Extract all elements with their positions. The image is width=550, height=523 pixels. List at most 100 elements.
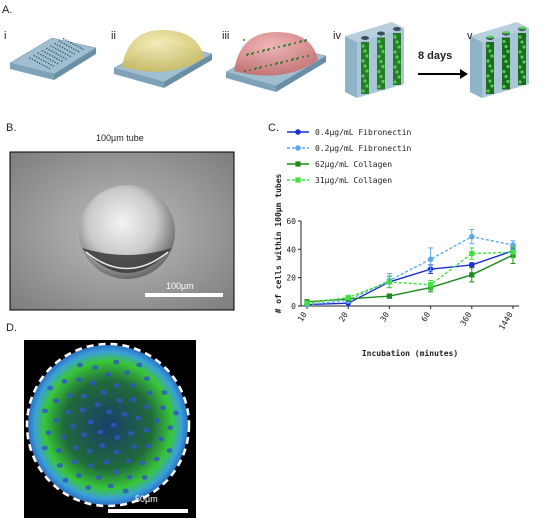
cell-dot: [365, 69, 369, 73]
micro-well: [31, 58, 34, 61]
micro-well: [50, 50, 53, 52]
micro-well: [41, 63, 43, 66]
micro-well: [56, 57, 58, 60]
scale-bar-d-label: 50µm: [135, 494, 158, 504]
nucleus: [160, 405, 166, 411]
data-point: [386, 293, 392, 299]
cell-dot: [490, 54, 494, 58]
micro-well: [70, 46, 73, 49]
micro-well: [68, 45, 70, 48]
x-tick-label: 30: [379, 310, 392, 323]
micro-well: [66, 49, 68, 51]
micro-well: [52, 46, 55, 49]
cell-dot: [518, 65, 522, 69]
x-tick-label: 20: [337, 310, 350, 323]
y-tick-label: 0: [291, 302, 296, 311]
micro-well: [49, 58, 52, 61]
cell-dot: [381, 49, 385, 54]
nucleus: [125, 458, 132, 464]
micro-well: [73, 53, 76, 55]
tube-opening: [377, 31, 385, 36]
legend-label: 0.2µg/mL Fibronectin: [315, 144, 412, 153]
cell-dot: [377, 54, 381, 59]
tube-opening: [361, 36, 369, 40]
scale-bar-b-label: 100µm: [166, 281, 194, 291]
data-point: [427, 256, 434, 263]
nucleus: [141, 475, 148, 480]
micro-well: [52, 60, 54, 62]
step-label-ii: ii: [111, 30, 116, 42]
micro-well: [65, 39, 67, 41]
step-label-i: i: [4, 30, 7, 42]
tubes-cutaway-filled: [486, 26, 526, 94]
cell-dot: [377, 39, 381, 44]
cell-dot: [502, 31, 506, 34]
micro-well: [61, 60, 63, 62]
micro-well: [38, 57, 40, 59]
nucleus: [121, 412, 128, 417]
micro-well: [43, 65, 46, 67]
nucleus: [113, 383, 120, 388]
red-dome-cells: [243, 39, 309, 72]
nucleus: [47, 385, 53, 391]
panel-label-c: C.: [268, 122, 279, 134]
micro-well: [49, 53, 51, 56]
cell-dot: [286, 60, 288, 62]
micro-well: [60, 55, 62, 57]
micro-well: [52, 65, 55, 67]
step-ii-yellow-dome: [113, 30, 213, 88]
nucleus: [88, 463, 95, 468]
nucleus: [161, 390, 168, 395]
cell-dot: [297, 57, 299, 59]
cell-dot: [381, 64, 385, 69]
nucleus: [144, 404, 150, 410]
cell-dot: [504, 44, 508, 49]
cell-dot: [395, 70, 399, 74]
sem-title: 100µm tube: [96, 133, 144, 143]
nucleus: [45, 430, 52, 436]
nucleus: [122, 488, 129, 494]
cell-dot: [490, 69, 494, 73]
micro-well: [58, 40, 61, 42]
tube-opening: [393, 27, 401, 31]
panel-label-b: B.: [6, 122, 17, 134]
cell-dot: [488, 79, 492, 83]
cell-dot: [307, 55, 309, 57]
micro-well: [48, 48, 50, 51]
cell-dot: [506, 79, 510, 84]
nucleus: [41, 445, 48, 451]
cell-dot: [361, 59, 365, 63]
micro-well: [29, 57, 31, 59]
nucleus: [85, 485, 92, 490]
micro-well: [71, 51, 73, 54]
micro-well: [44, 51, 46, 53]
y-axis-title: # of cells within 100µm tubes: [273, 173, 283, 313]
nucleus: [105, 372, 111, 377]
cell-dot: [276, 62, 278, 64]
micro-well: [57, 49, 59, 51]
micro-well: [62, 56, 65, 59]
nucleus: [139, 460, 146, 466]
cell-dot: [486, 74, 490, 78]
cell-dot: [363, 79, 367, 83]
nucleus: [75, 473, 82, 478]
data-point: [469, 272, 475, 278]
legend-marker: [295, 177, 301, 183]
step-i-substrate: [9, 37, 97, 80]
x-tick-label: 360: [459, 310, 474, 327]
nucleus: [173, 410, 180, 416]
micro-well: [64, 53, 67, 55]
data-point: [304, 300, 310, 306]
nucleus: [113, 469, 120, 475]
nucleus: [94, 402, 101, 408]
cell-dot: [252, 52, 254, 54]
micro-well: [74, 44, 77, 47]
micro-well: [65, 44, 68, 46]
micro-well: [33, 54, 35, 57]
cell-dot: [488, 49, 492, 53]
cell-dot: [522, 45, 526, 49]
cell-dot: [260, 66, 262, 68]
micro-well: [68, 50, 71, 53]
nucleus: [124, 370, 131, 375]
cell-dot: [520, 70, 524, 74]
